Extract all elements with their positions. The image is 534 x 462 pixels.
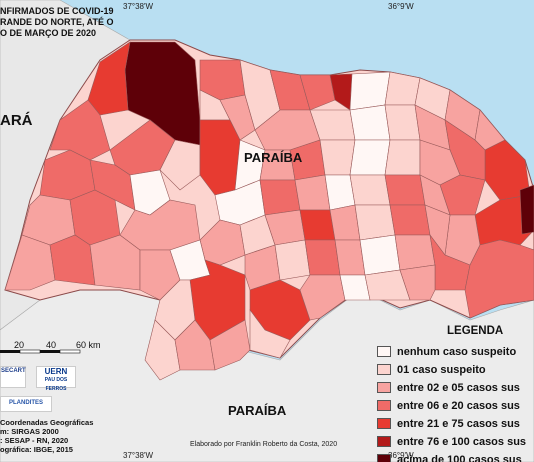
municipality [274, 239, 311, 281]
coord-top-left: 37°38'W [123, 2, 154, 11]
coord-top-right: 36°9'W [388, 2, 414, 11]
municipality [389, 204, 431, 236]
logo-uern-sub: PAU DOS FERROS [44, 377, 68, 392]
legend-label: entre 02 e 05 casos sus [397, 381, 520, 394]
municipality [384, 174, 426, 206]
municipality [384, 104, 421, 141]
legend-item: entre 21 e 75 casos sus [377, 417, 520, 430]
legend-title: LEGENDA [447, 325, 504, 337]
municipality [349, 71, 391, 111]
coord-bottom-left: 37°38'W [123, 451, 154, 460]
municipality [349, 139, 391, 176]
meta-line-3: : SESAP - RN, 2020 [0, 436, 69, 445]
municipality [399, 264, 436, 301]
municipality [49, 99, 111, 161]
map-metadata: Coordenadas Geográficas m: SIRGAS 2000 :… [0, 418, 93, 454]
municipality [394, 234, 436, 271]
municipality [304, 239, 341, 276]
meta-line-2: m: SIRGAS 2000 [0, 427, 59, 436]
legend-swatch [377, 436, 391, 447]
municipality [359, 234, 401, 276]
title-line-3: O DE MARÇO DE 2020 [0, 28, 97, 38]
logo-uern: UERN PAU DOS FERROS [36, 366, 76, 392]
municipality [159, 139, 201, 191]
label-ceara: ARÁ [0, 112, 33, 129]
municipality [4, 234, 56, 291]
logo-uern-name: UERN [44, 367, 68, 376]
legend-swatch [377, 364, 391, 375]
legend-item: nenhum caso suspeito [377, 345, 516, 358]
scale-tick-20: 20 [14, 340, 25, 350]
municipality [249, 309, 291, 359]
legend-swatch [377, 454, 391, 462]
label-paraiba-north: PARAÍBA [244, 150, 303, 165]
legend-label: acima de 100 casos sus [397, 453, 522, 462]
municipality [324, 174, 356, 211]
municipality [354, 204, 396, 241]
municipality [319, 139, 356, 176]
legend-label: entre 76 e 100 casos sus [397, 435, 527, 448]
municipality [299, 209, 336, 241]
legend-label: entre 06 e 20 casos sus [397, 399, 520, 412]
scale-tick-60: 60 km [76, 340, 101, 350]
municipality [384, 139, 421, 176]
legend-label: nenhum caso suspeito [397, 345, 517, 358]
legend-item: 01 caso suspeito [377, 363, 486, 376]
coord-bottom-right: 36°9'W [388, 451, 414, 460]
logo-secart: SECART [0, 366, 26, 388]
title-line-1: NFIRMADOS DE COVID-19 [0, 6, 114, 16]
legend-swatch [377, 418, 391, 429]
logo-plandites: PLANDITES [0, 396, 52, 412]
legend-item: acima de 100 casos sus [377, 453, 522, 462]
legend-swatch [377, 382, 391, 393]
municipality [144, 319, 181, 381]
municipality [294, 174, 331, 211]
meta-line-1: Coordenadas Geográficas [0, 418, 94, 427]
municipality [259, 179, 301, 216]
title-line-2: RANDE DO NORTE, ATÉ O [0, 17, 114, 27]
legend-swatch [377, 400, 391, 411]
label-paraiba-south: PARAÍBA [228, 403, 287, 418]
municipality [219, 94, 256, 141]
municipality [349, 104, 391, 141]
scale-tick-40: 40 [46, 340, 57, 350]
municipality [519, 184, 534, 235]
map-credit: Elaborado por Franklin Roberto da Costa,… [190, 441, 338, 448]
legend-item: entre 02 e 05 casos sus [377, 381, 520, 394]
meta-line-4: ográfica: IBGE, 2015 [0, 445, 73, 454]
municipality [349, 174, 391, 206]
legend-label: 01 caso suspeito [397, 363, 486, 376]
legend-item: entre 06 e 20 casos sus [377, 399, 520, 412]
legend-item: entre 76 e 100 casos sus [377, 435, 526, 448]
legend-swatch [377, 346, 391, 357]
municipality [384, 71, 421, 106]
municipality [464, 239, 534, 319]
scale-bar [0, 349, 81, 354]
legend-label: entre 21 e 75 casos sus [397, 417, 520, 430]
municipalities [4, 41, 534, 381]
map-title: NFIRMADOS DE COVID-19 RANDE DO NORTE, AT… [0, 6, 142, 39]
municipality [209, 319, 251, 371]
